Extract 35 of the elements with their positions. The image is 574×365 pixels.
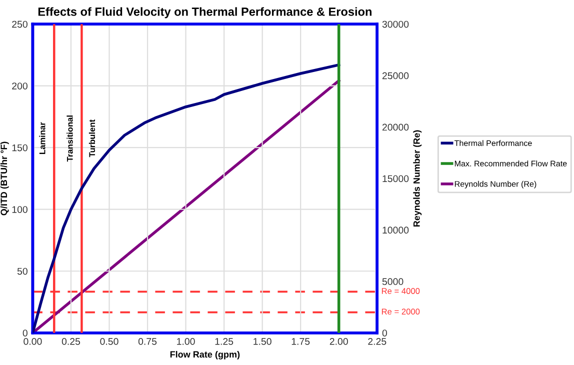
x-tick-label: 1.50 [254, 338, 272, 345]
x-axis-title: Flow Rate (gpm) [170, 350, 240, 360]
y2-axis-title: Reynolds Number (Re) [413, 130, 422, 227]
x-tick-label: 1.25 [215, 338, 234, 345]
x-tick-label: 0.00 [24, 338, 42, 345]
ref-line-label: Re = 2000 [382, 308, 420, 315]
x-tick-label: 2.25 [368, 338, 386, 345]
y-tick-label: 150 [12, 144, 28, 152]
annotation: Laminar [39, 122, 46, 154]
annotation: Transitional [66, 116, 73, 162]
y-axis-title: Q/ITD (BTU/hr °F) [0, 142, 9, 216]
y2-tick-label: 0 [382, 330, 388, 336]
x-tick-label: 1.00 [177, 338, 195, 345]
y2-tick-label: 15000 [382, 175, 409, 182]
y2-tick-label: 20000 [382, 124, 409, 131]
ref-line-label: Re = 4000 [382, 288, 420, 294]
annotation: Turbulent [88, 120, 96, 158]
legend-label: Max. Recommended Flow Rate [454, 160, 567, 166]
y-tick-label: 200 [12, 82, 28, 90]
chart-title: Effects of Fluid Velocity on Thermal Performance & Erosion [38, 7, 372, 18]
x-tick-label: 1.75 [292, 338, 310, 345]
y-tick-label: 0 [22, 330, 28, 336]
x-tick-label: 2.00 [330, 338, 348, 345]
y-tick-label: 100 [12, 206, 28, 213]
y2-tick-label: 30000 [382, 20, 409, 28]
x-tick-label: 0.25 [62, 338, 80, 345]
x-tick-label: 0.50 [100, 338, 118, 345]
y-tick-label: 50 [17, 268, 28, 275]
legend-label: Reynolds Number (Re) [454, 180, 536, 188]
x-tick-label: 0.75 [138, 338, 157, 345]
y2-tick-label: 10000 [382, 226, 409, 234]
y-tick-label: 250 [12, 20, 28, 28]
y2-tick-label: 5000 [382, 278, 404, 286]
y2-tick-label: 25000 [382, 72, 409, 80]
legend-label: Thermal Performance [454, 140, 532, 146]
